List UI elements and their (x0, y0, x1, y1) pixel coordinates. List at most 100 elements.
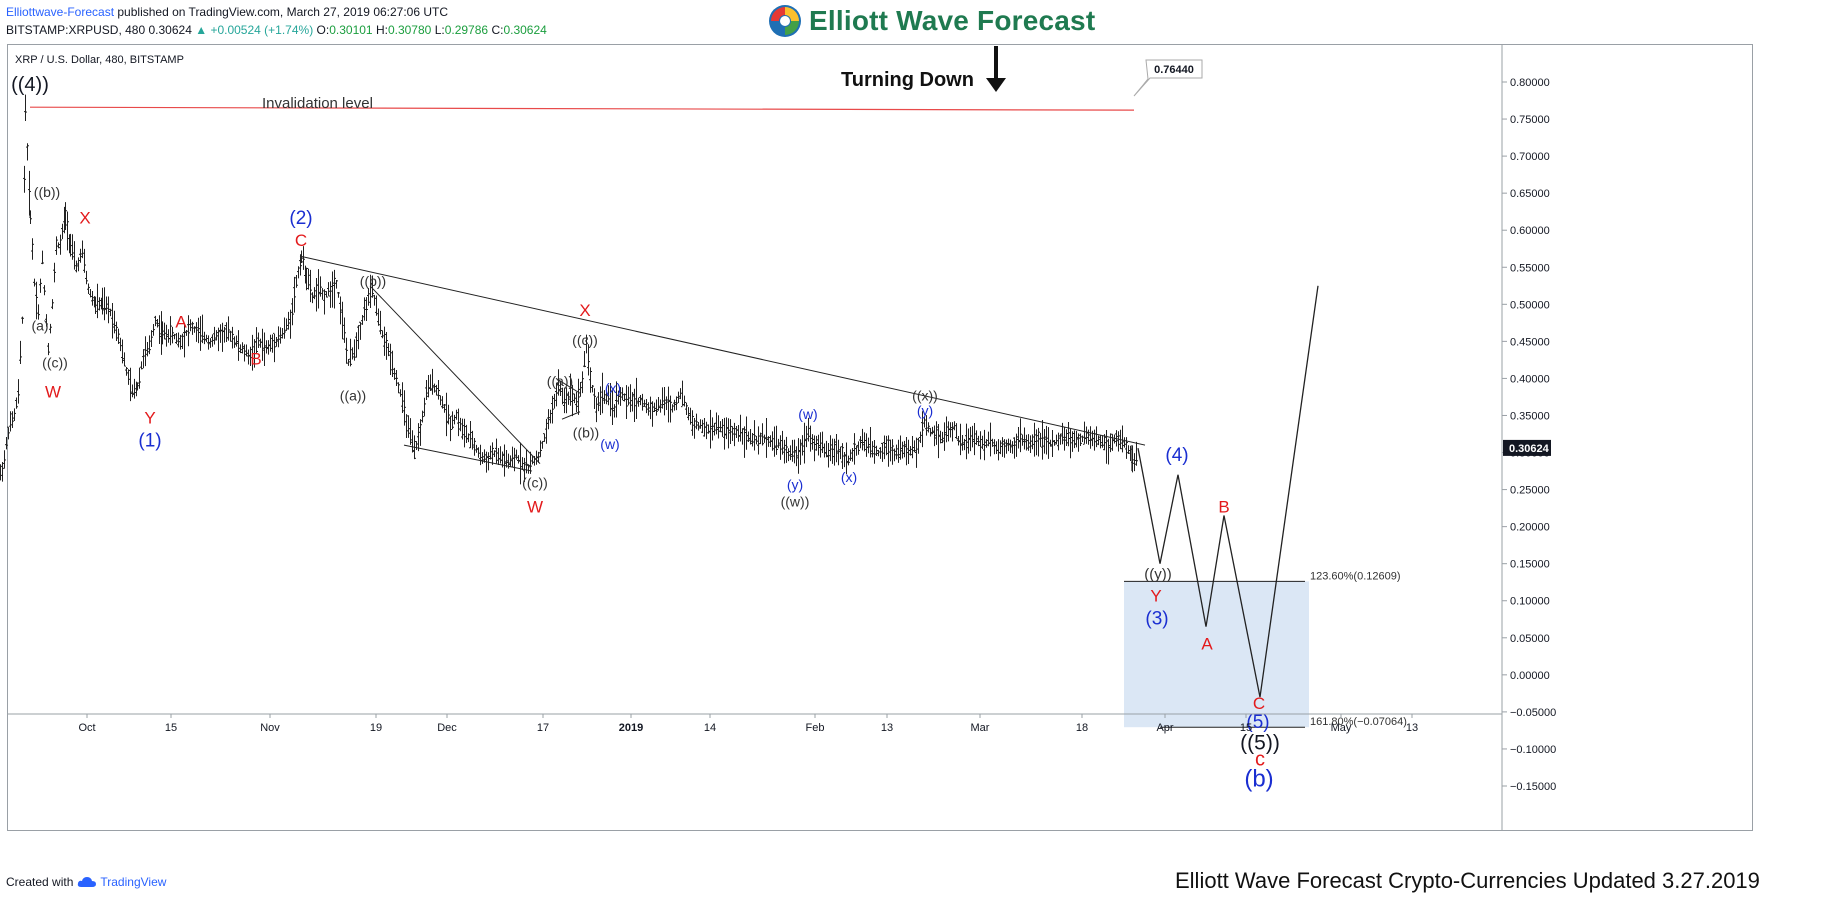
author-link[interactable]: Elliottwave-Forecast (6, 5, 115, 19)
open-label: O: (316, 23, 330, 37)
y-tick-label: 0.70000 (1510, 151, 1550, 163)
fib-1236-label: 123.60%(0.12609) (1310, 570, 1401, 582)
invalidation-label: Invalidation level (262, 95, 373, 112)
wave-label: A (175, 312, 187, 331)
wave-label: (4) (1165, 445, 1188, 466)
published-text: published on TradingView.com, March 27, … (114, 5, 449, 19)
wave-label: (w) (600, 436, 619, 452)
wave-label: X (79, 209, 90, 228)
low-label: L: (434, 23, 445, 37)
y-tick-label: −0.05000 (1510, 707, 1556, 719)
created-with-text: Created with (6, 875, 74, 889)
y-tick-label: 0.45000 (1510, 336, 1550, 348)
wave-label: (x) (841, 469, 857, 485)
y-tick-label: 0.55000 (1510, 262, 1550, 274)
invalidation-callout (1133, 59, 1203, 97)
high-label: H: (375, 23, 388, 37)
wave-label: ((5)) (1240, 731, 1280, 754)
wave-label: ((4)) (11, 74, 49, 96)
y-tick-label: 0.20000 (1510, 522, 1550, 534)
x-tick-label: Dec (437, 722, 457, 734)
price-change: ▲ +0.00524 (+1.74%) (195, 23, 314, 37)
wave-label: (w) (798, 406, 817, 422)
wave-label: (5) (1246, 712, 1269, 733)
x-tick-label: 13 (881, 722, 893, 734)
wave-label: (b) (1244, 765, 1273, 792)
x-tick-label: Nov (260, 722, 280, 734)
x-tick-label: Apr (1156, 722, 1173, 734)
wave-label: ((c)) (572, 332, 598, 348)
tradingview-cloud-icon (78, 877, 97, 887)
brand-logo-block: Elliott Wave Forecast (767, 2, 1095, 40)
invalidation-line (29, 106, 1135, 111)
y-tick-label: 0.50000 (1510, 299, 1550, 311)
chart-frame (7, 44, 1753, 831)
wave-label: c (1255, 748, 1265, 770)
x-tick-label: Oct (78, 722, 95, 734)
wave-label: ((b)) (360, 273, 386, 289)
fib-target-box (1124, 581, 1309, 728)
y-tick-label: 0.10000 (1510, 596, 1550, 608)
wave-label: ((y)) (1144, 566, 1171, 583)
y-tick-label: 0.80000 (1510, 77, 1550, 89)
chart-canvas[interactable]: 123.60%(0.12609) 161.80%(−0.07064) Invali… (0, 0, 1828, 866)
y-tick-label: 0.60000 (1510, 225, 1550, 237)
y-tick-label: 0.25000 (1510, 485, 1550, 497)
wave-label: ((a)) (547, 373, 573, 389)
chart-title: XRP / U.S. Dollar, 480, BITSTAMP (15, 54, 184, 66)
wave-label: Y (144, 409, 155, 428)
arrow-down-head-icon (986, 78, 1006, 92)
publish-line: Elliottwave-Forecast published on Tradin… (6, 5, 448, 19)
x-tick-label: May (1331, 722, 1352, 734)
wave-label: (a) (31, 317, 48, 333)
tradingview-link[interactable]: TradingView (100, 875, 167, 889)
trend-line (561, 411, 581, 420)
wave-label: B (250, 349, 261, 368)
wave-label: (2) (289, 208, 312, 229)
close-value: 0.30624 (503, 23, 547, 37)
open-value: 0.30101 (329, 23, 373, 37)
wave-label: W (45, 383, 61, 402)
publish-header: Elliottwave-Forecast published on Tradin… (0, 0, 1828, 42)
wave-label: ((c)) (522, 474, 548, 490)
wave-label: W (527, 498, 543, 517)
wave-label: (y) (787, 477, 803, 493)
wave-label: ((b)) (34, 184, 60, 200)
y-tick-label: 0.35000 (1510, 410, 1550, 422)
created-with: Created with TradingView (6, 875, 166, 889)
y-tick-label: 0.40000 (1510, 373, 1550, 385)
x-tick-label: 18 (1076, 722, 1088, 734)
low-value: 0.29786 (444, 23, 489, 37)
last-price-badge-text: 0.30624 (1509, 443, 1550, 455)
wave-label: B (1218, 498, 1229, 517)
last-price-badge (1503, 439, 1551, 456)
trend-line (403, 444, 533, 472)
symbol-info: BITSTAMP:XRPUSD, 480 (6, 23, 146, 37)
brand-name: Elliott Wave Forecast (809, 5, 1096, 36)
y-tick-label: 0.65000 (1510, 188, 1550, 200)
wave-label: ((w)) (781, 494, 810, 510)
wave-label: C (295, 231, 307, 250)
y-tick-label: −0.15000 (1510, 781, 1556, 793)
wave-label: X (579, 301, 590, 320)
x-tick-label: 13 (1406, 722, 1418, 734)
x-tick-label: 17 (537, 722, 549, 734)
x-tick-label: 2019 (619, 722, 643, 734)
updated-note: Elliott Wave Forecast Crypto-Currencies … (1175, 868, 1760, 893)
footer-bar: Created with TradingView Elliott Wave Fo… (0, 866, 1828, 898)
wave-label: (y) (917, 402, 933, 418)
wave-label: C (1253, 694, 1265, 713)
y-tick-label: 0.75000 (1510, 114, 1550, 126)
projection-path (1137, 285, 1319, 698)
x-tick-label: 19 (370, 722, 382, 734)
high-value: 0.30780 (387, 23, 432, 37)
y-tick-label: 0.00000 (1510, 670, 1550, 682)
ohlc-line: BITSTAMP:XRPUSD, 480 0.30624 ▲ +0.00524 … (6, 23, 547, 37)
close-label: C: (491, 23, 504, 37)
invalidation-value: 0.76440 (1154, 64, 1194, 76)
wave-label: A (1201, 635, 1213, 654)
turning-down-label: Turning Down (841, 69, 974, 91)
x-tick-label: Feb (806, 722, 825, 734)
y-tick-label: 0.15000 (1510, 559, 1550, 571)
x-tick-label: Mar (971, 722, 990, 734)
